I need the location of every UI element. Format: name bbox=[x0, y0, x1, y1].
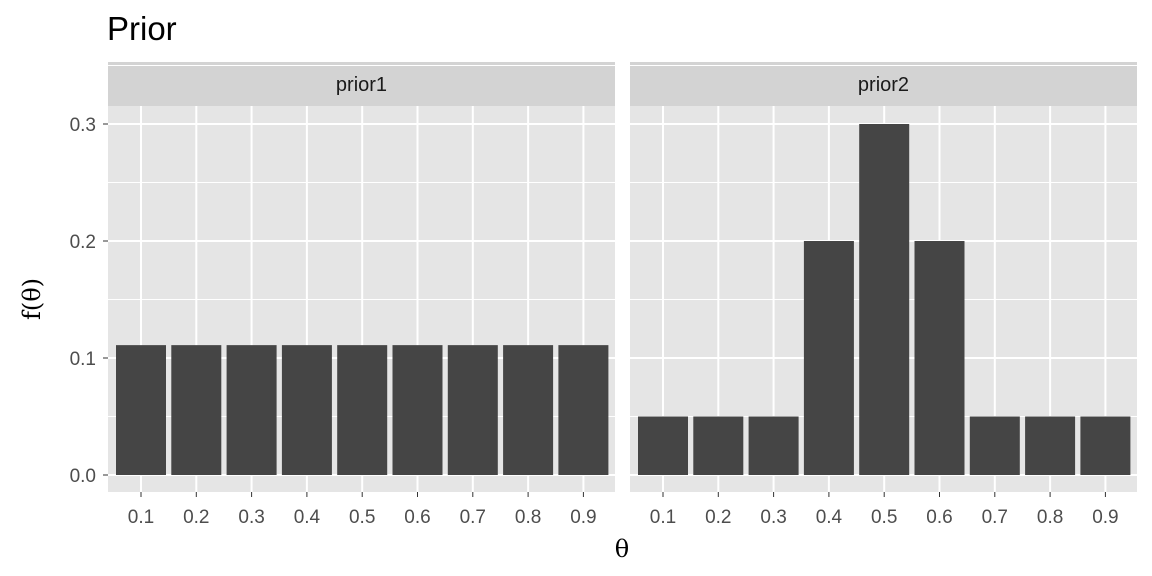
x-tick-label: 0.4 bbox=[294, 507, 321, 528]
bar bbox=[447, 345, 498, 475]
x-tick-label: 0.9 bbox=[1092, 507, 1118, 528]
bar bbox=[116, 345, 166, 475]
x-tick-label: 0.6 bbox=[404, 507, 430, 528]
facet-strip bbox=[630, 62, 1137, 106]
facet-strip-label: prior1 bbox=[336, 74, 387, 96]
facet-panel: prior2 0.1 0.2 0.3 0.4 0.5 0.6 0.7 0.8 0.9 bbox=[630, 62, 1137, 528]
x-tick-label: 0.9 bbox=[570, 507, 596, 528]
x-tick-label: 0.7 bbox=[460, 507, 486, 528]
x-tick-label: 0.1 bbox=[650, 507, 676, 528]
facet-strip bbox=[108, 62, 615, 106]
y-tick-label: 0.1 bbox=[70, 349, 96, 370]
bar bbox=[969, 416, 1020, 475]
bar bbox=[748, 416, 799, 475]
x-tick-label: 0.5 bbox=[349, 507, 375, 528]
bar bbox=[392, 345, 443, 475]
facet-panel: prior1 0.1 0.2 0.3 0.4 0.5 0.6 0.7 0.8 0.9 bbox=[108, 62, 615, 528]
bar bbox=[1025, 416, 1076, 475]
bar bbox=[638, 416, 688, 475]
bar bbox=[171, 345, 222, 475]
x-tick-label: 0.3 bbox=[238, 507, 264, 528]
bar bbox=[1080, 416, 1131, 475]
bar bbox=[914, 241, 965, 475]
x-tick-label: 0.3 bbox=[760, 507, 786, 528]
bar bbox=[859, 124, 910, 475]
x-tick-label: 0.6 bbox=[926, 507, 952, 528]
x-tick-label: 0.2 bbox=[183, 507, 209, 528]
x-tick-label: 0.2 bbox=[705, 507, 731, 528]
x-tick-label: 0.8 bbox=[515, 507, 541, 528]
y-axis: 0.0 0.1 0.2 0.3 bbox=[70, 115, 108, 487]
x-axis-title: θ bbox=[615, 535, 629, 563]
facet-strip-label: prior2 bbox=[858, 74, 909, 96]
y-axis-title: f(θ) bbox=[18, 278, 46, 320]
x-tick-label: 0.1 bbox=[128, 507, 154, 528]
bar bbox=[803, 241, 854, 475]
x-tick-label: 0.7 bbox=[982, 507, 1008, 528]
bar bbox=[693, 416, 744, 475]
bar bbox=[558, 345, 609, 475]
bar bbox=[337, 345, 388, 475]
facet-panels: prior1 0.1 0.2 0.3 0.4 0.5 0.6 0.7 0.8 0.9 prior2 0… bbox=[108, 62, 1137, 528]
bar bbox=[503, 345, 554, 475]
y-tick-label: 0.3 bbox=[70, 115, 96, 136]
chart-title: Prior bbox=[107, 10, 177, 47]
x-tick-label: 0.8 bbox=[1037, 507, 1063, 528]
x-tick-label: 0.4 bbox=[816, 507, 843, 528]
x-tick-label: 0.5 bbox=[871, 507, 897, 528]
y-tick-label: 0.0 bbox=[70, 466, 96, 487]
bar bbox=[226, 345, 277, 475]
y-tick-label: 0.2 bbox=[70, 232, 96, 253]
bar bbox=[281, 345, 332, 475]
